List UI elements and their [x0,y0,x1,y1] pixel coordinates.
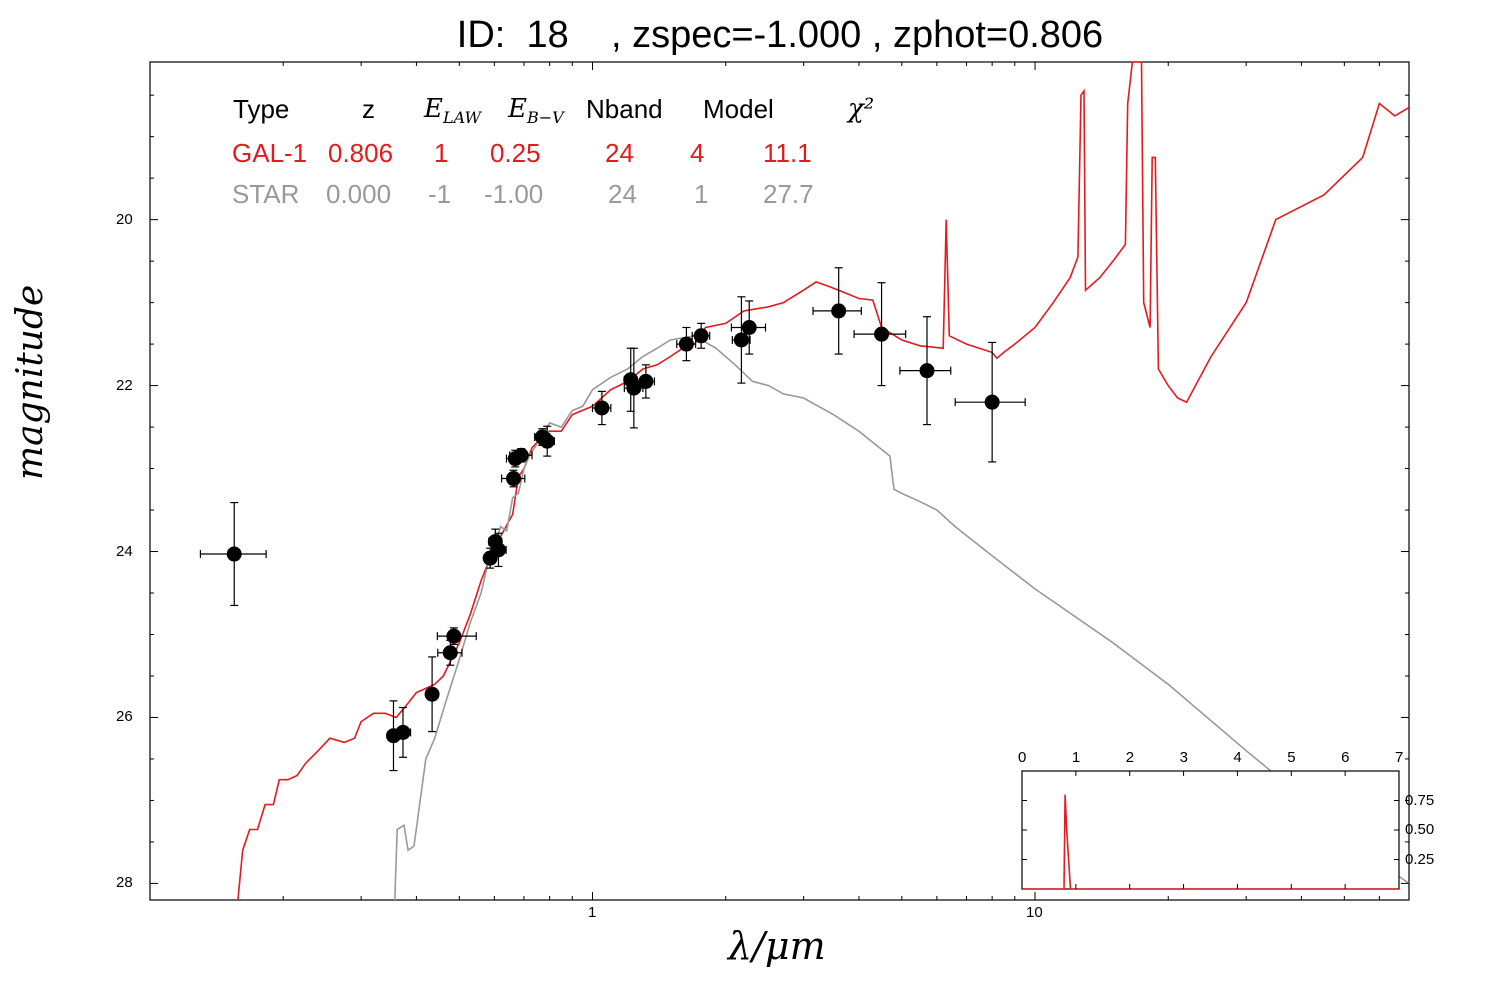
table-row-star-z: 0.000 [326,179,392,209]
data-point [691,322,711,349]
data-point [731,296,751,384]
table-row-galaxy-nband: 24 [605,138,634,168]
data-point-marker [638,373,654,389]
data-point-marker [442,645,458,661]
data-point-marker [594,400,610,416]
table-header-elaw: ELAW [424,94,481,128]
inset-x-tick-label: 1 [1071,749,1081,766]
x-axis-label: λ/μm [728,924,826,968]
data-point [500,469,526,488]
table-row-star-model: 1 [694,179,709,209]
table-header-model: Model [703,94,774,124]
data-point [730,300,767,355]
y-tick-label: 26 [116,708,133,726]
data-point-marker [506,471,522,487]
table-header-z: z [362,94,375,124]
data-point-marker [446,628,462,644]
table-row-galaxy-ebv: 0.25 [490,138,541,168]
pdz-line [1022,794,1399,890]
data-point-marker [539,433,555,449]
data-point [623,347,644,429]
data-point [509,447,533,463]
data-point-marker [874,326,890,342]
data-point [636,364,656,399]
inset-x-tick-label: 7 [1395,749,1404,766]
x-tick-label: 1 [588,904,597,921]
table-header-type: Type [233,94,290,124]
inset-frame [1021,770,1400,890]
data-point [676,326,697,362]
data-point [395,706,412,758]
table-row-star-nband: 24 [608,179,637,209]
data-point-marker [693,328,709,344]
data-point-marker [490,542,506,558]
y-tick-label: 24 [116,542,133,560]
data-point [199,501,267,607]
inset-x-tick-label: 0 [1018,749,1027,766]
data-point-marker [733,332,749,348]
data-point [424,656,440,733]
inset-x-tick-label: 3 [1179,749,1188,766]
y-axis-label: magnitude [10,284,51,480]
data-point-marker [741,320,757,336]
data-point-marker [395,724,411,740]
plot-frame [149,61,1410,901]
table-row-star-type: STAR [232,179,300,209]
table-header-nband: Nband [586,94,663,124]
table-row-galaxy-elaw: 1 [434,138,449,168]
data-point-marker [919,363,935,379]
inset-x-tick-label: 2 [1125,749,1135,766]
data-point [539,425,555,457]
data-point [954,341,1026,463]
data-point [490,532,507,568]
data-point-marker [678,336,694,352]
inset-x-tick-label: 4 [1233,749,1242,766]
data-point [899,316,952,426]
x-tick-label: 10 [1026,904,1043,921]
table-row-star-chi2: 27.7 [763,179,814,209]
data-point [812,267,862,355]
chart-title: ID: 18 , zspec=-1.000 , zphot=0.806 [456,14,1104,56]
data-point [591,390,612,426]
data-point [853,282,907,387]
inset-y-tick-label: 0.75 [1405,791,1435,809]
data-point [436,627,477,646]
y-tick-label: 20 [116,210,133,228]
data-point [623,347,639,412]
data-point-marker [626,380,642,396]
table-row-galaxy-type: GAL-1 [232,138,308,168]
inset-y-tick-label: 0.50 [1405,821,1435,838]
data-point-marker [226,546,242,562]
table-header-chi2: χ² [848,94,875,124]
data-point-marker [831,303,847,319]
table-row-galaxy-chi2: 11.1 [763,138,812,168]
table-row-star-ebv: -1.00 [484,179,544,209]
data-point-marker [984,394,1000,410]
inset-y-tick-label: 0.25 [1405,850,1435,868]
data-point-marker [424,686,440,702]
y-tick-label: 28 [116,874,133,892]
table-row-galaxy-model: 4 [690,138,705,168]
inset-x-tick-label: 6 [1341,749,1350,766]
table-row-galaxy-z: 0.806 [328,138,394,168]
data-point-marker [513,447,529,463]
y-tick-label: 22 [116,376,133,394]
galaxy-sed-line [237,61,1410,901]
table-header-ebv: EB−V [508,94,564,128]
inset-x-tick-label: 5 [1287,749,1296,766]
table-row-star-elaw: -1 [428,179,452,209]
star-sed-line [394,334,1410,901]
